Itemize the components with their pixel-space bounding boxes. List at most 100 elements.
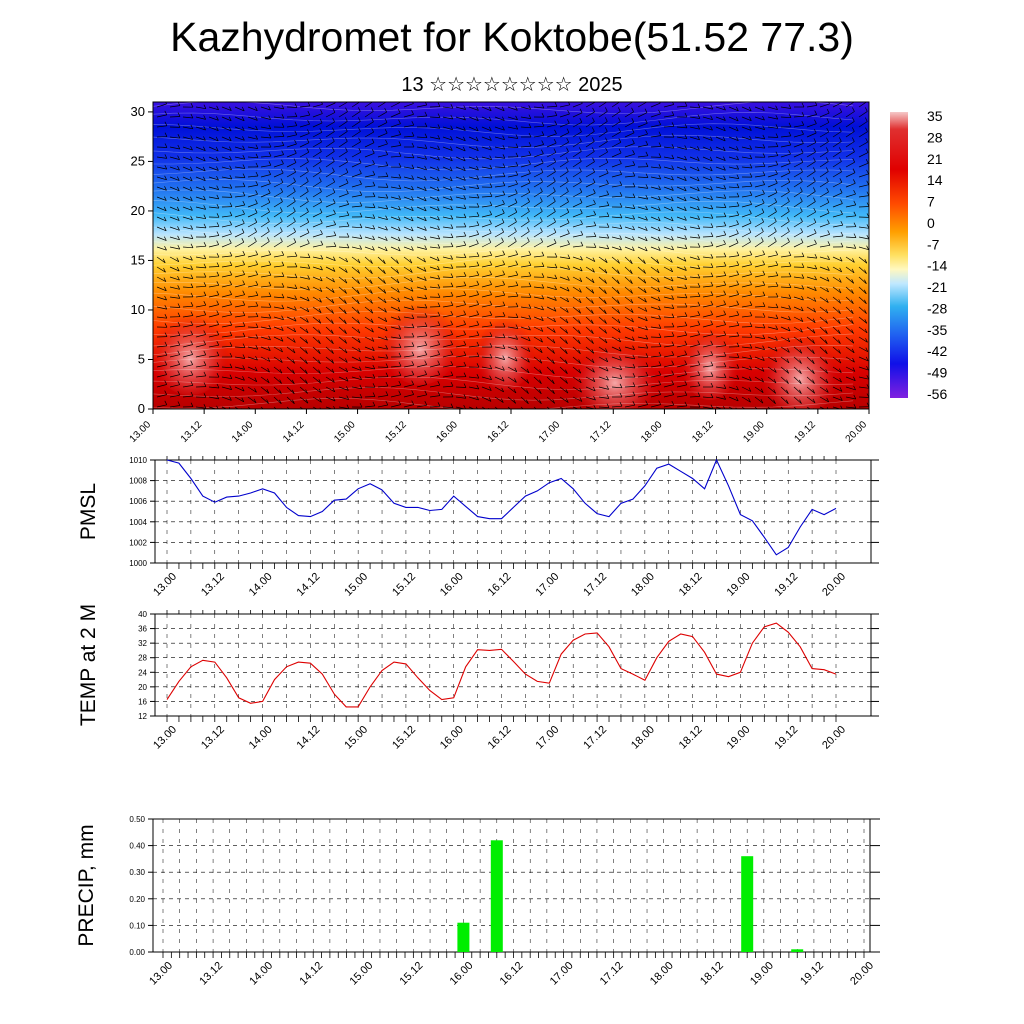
- wind-barb-flag: [411, 351, 415, 356]
- wind-barb: [624, 196, 636, 199]
- wind-barb: [702, 314, 713, 318]
- wind-barb: [247, 212, 258, 218]
- wind-barb-flag: [787, 337, 791, 342]
- wind-barb-flag: [502, 190, 506, 195]
- x-tick-label: 16.00: [438, 724, 466, 752]
- wind-barb-flag: [164, 121, 168, 126]
- wind-barb: [741, 406, 746, 409]
- wind-barb: [858, 195, 869, 198]
- wind-barb: [780, 172, 791, 178]
- wind-barb: [741, 146, 752, 150]
- wind-barb-flag: [710, 126, 713, 131]
- wind-barb-flag: [866, 169, 869, 175]
- wind-barb-flag: [761, 356, 765, 361]
- wind-barb-flag: [658, 380, 662, 385]
- wind-barb: [715, 275, 726, 278]
- wind-barb-flag: [268, 115, 272, 120]
- wind-barb-flag: [736, 146, 739, 151]
- wind-barb: [156, 276, 167, 282]
- wind-barb-flag: [554, 296, 557, 301]
- wind-barb: [494, 146, 505, 150]
- x-tick-label: 18.00: [629, 724, 657, 752]
- wind-barb-flag: [177, 312, 181, 317]
- wind-barb-flag: [385, 372, 389, 377]
- isotherm-line: [153, 168, 854, 182]
- wind-barb: [169, 176, 180, 181]
- wind-barb: [481, 406, 487, 409]
- wind-barb: [260, 285, 271, 288]
- wind-barb: [767, 326, 778, 330]
- wind-barb: [286, 276, 298, 279]
- wind-barb-flag: [591, 278, 595, 283]
- wind-barb: [390, 394, 401, 398]
- wind-barb: [273, 254, 284, 258]
- wind-barb-flag: [437, 145, 440, 150]
- wind-barb: [637, 326, 648, 331]
- wind-barb: [403, 266, 413, 273]
- wind-barb: [598, 151, 608, 158]
- wind-barb-flag: [697, 283, 701, 288]
- wind-barb-flag: [476, 280, 480, 285]
- wind-barb: [741, 194, 752, 198]
- wind-barb: [312, 266, 323, 271]
- wind-barb-flag: [723, 271, 727, 276]
- wind-barb-flag: [541, 305, 544, 311]
- wind-barb: [533, 106, 544, 109]
- wind-barb-flag: [761, 217, 765, 223]
- wind-barb: [689, 216, 700, 220]
- wind-barb: [858, 236, 869, 240]
- wind-barb: [507, 106, 518, 111]
- y-tick-label: 30: [131, 104, 145, 119]
- y-tick-label: 0.20: [129, 895, 145, 904]
- wind-barb: [286, 106, 298, 108]
- wind-barb-flag: [684, 370, 688, 375]
- wind-barb-flag: [476, 290, 480, 295]
- wind-barb: [767, 396, 776, 404]
- wind-barb: [611, 336, 621, 343]
- wind-barb-flag: [267, 188, 271, 194]
- wind-barb: [585, 286, 595, 294]
- wind-barb-flag: [229, 280, 233, 285]
- wind-barb-flag: [476, 300, 480, 305]
- wind-barb-flag: [735, 116, 739, 122]
- wind-barb-flag: [398, 141, 402, 146]
- wind-barb: [702, 285, 713, 288]
- wind-barb-flag: [450, 196, 453, 201]
- wind-barb-flag: [436, 256, 440, 261]
- wind-barb-flag: [450, 310, 454, 316]
- wind-barb: [572, 191, 582, 198]
- wind-barb: [338, 225, 350, 228]
- wind-barb-flag: [591, 289, 595, 294]
- wind-barb: [403, 236, 414, 242]
- wind-barb-flag: [590, 319, 594, 324]
- wind-barb-flag: [385, 335, 388, 341]
- wind-barb-flag: [476, 193, 480, 199]
- wind-barb-flag: [294, 284, 298, 289]
- wind-barb-flag: [775, 169, 778, 175]
- wind-barb-flag: [710, 263, 714, 268]
- wind-barb-flag: [475, 136, 479, 142]
- wind-barb-flag: [632, 204, 636, 209]
- wind-barb: [286, 376, 295, 385]
- wind-barb-flag: [840, 242, 844, 248]
- wind-barb-flag: [177, 360, 181, 365]
- wind-barb: [702, 126, 713, 131]
- wind-barb: [533, 326, 544, 332]
- wind-barb-flag: [658, 196, 661, 201]
- wind-barb: [546, 191, 556, 198]
- wind-barb: [286, 134, 297, 138]
- wind-barb: [364, 405, 375, 408]
- wind-barb: [429, 405, 441, 408]
- wind-barb-flag: [578, 378, 582, 383]
- wind-barb-flag: [629, 269, 633, 274]
- wind-barb-flag: [553, 307, 557, 312]
- wind-barb-flag: [280, 237, 283, 242]
- wind-barb: [533, 306, 544, 311]
- wind-barb-flag: [268, 142, 272, 148]
- wind-barb: [260, 264, 271, 268]
- wind-barb: [663, 364, 674, 368]
- wind-barb: [286, 221, 296, 228]
- wind-barb-flag: [203, 232, 207, 238]
- isotherm-line: [153, 366, 854, 379]
- wind-barb: [754, 356, 765, 361]
